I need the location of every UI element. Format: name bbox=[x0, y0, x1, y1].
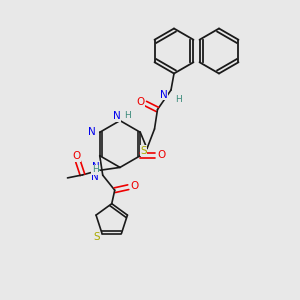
Text: O: O bbox=[157, 150, 165, 160]
Text: S: S bbox=[140, 146, 147, 156]
Text: H: H bbox=[124, 111, 131, 120]
Text: S: S bbox=[93, 232, 100, 242]
Text: H: H bbox=[92, 165, 99, 174]
Text: N: N bbox=[113, 111, 121, 121]
Text: H: H bbox=[175, 95, 182, 104]
Text: O: O bbox=[136, 97, 144, 107]
Text: O: O bbox=[130, 181, 138, 191]
Text: N: N bbox=[92, 172, 99, 182]
Text: O: O bbox=[72, 151, 81, 161]
Text: N: N bbox=[160, 89, 167, 100]
Text: H: H bbox=[93, 169, 99, 178]
Text: N: N bbox=[88, 127, 96, 137]
Text: N: N bbox=[92, 162, 100, 172]
